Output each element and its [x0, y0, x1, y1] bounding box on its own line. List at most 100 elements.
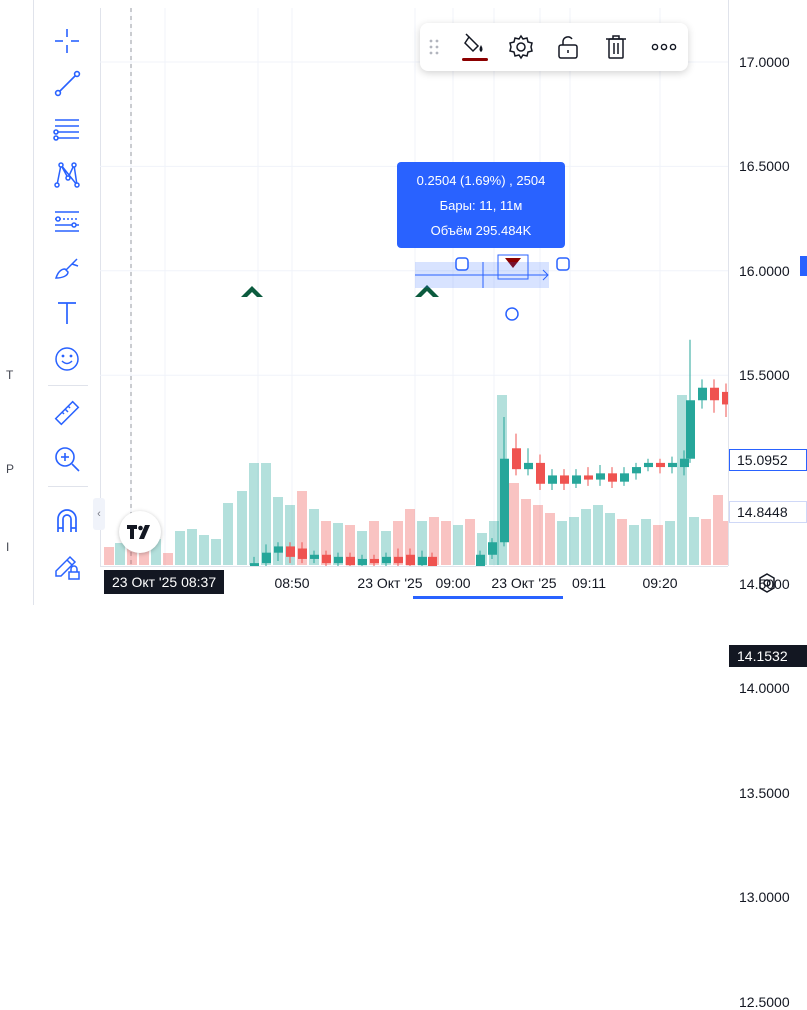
tradingview-logo[interactable]: [119, 511, 161, 553]
volume-bar: [309, 509, 319, 565]
volume-bar: [545, 513, 555, 565]
volume-bar: [677, 395, 687, 565]
chevron-left-icon: ‹: [97, 508, 101, 520]
fill-color-icon: [462, 33, 488, 61]
fill-color-button[interactable]: [458, 32, 492, 62]
text-tool-button[interactable]: [50, 296, 84, 330]
measure-bars: Бары: 11, 11м: [439, 198, 523, 213]
candle-body: [512, 448, 521, 470]
time-axis-label: 09:11: [572, 575, 606, 591]
chart-settings-button[interactable]: [756, 572, 778, 594]
settings-icon: [759, 573, 775, 593]
volume-bar: [321, 521, 331, 565]
toolbar-separator: [48, 385, 88, 386]
brush-icon: [54, 258, 79, 279]
drawing-toolbar: [34, 8, 101, 600]
xabcd-pattern-icon: [54, 162, 80, 188]
lock-object-button[interactable]: [553, 32, 583, 62]
volume-bar: [557, 521, 567, 565]
left-strip-letter: I: [6, 540, 10, 554]
time-axis-label: 23 Окт '25: [357, 575, 423, 591]
volume-bar: [369, 521, 379, 565]
volume-bar: [441, 521, 451, 565]
measure-handle-icon: [455, 257, 469, 271]
trend-line-icon: [54, 70, 81, 97]
brush-tool-button[interactable]: [50, 250, 84, 284]
measure-tool-button[interactable]: [50, 396, 84, 430]
fib-tool-button[interactable]: [50, 204, 84, 238]
volume-bar: [569, 517, 579, 565]
candle-body: [722, 391, 731, 405]
price-axis-scroll-handle[interactable]: [800, 256, 807, 276]
price-tag: 14.8448: [729, 501, 807, 523]
smiley-icon: [55, 347, 79, 371]
candle-body: [596, 473, 605, 480]
volume-bar: [509, 483, 519, 565]
price-axis-label: 14.0000: [739, 680, 790, 697]
time-axis-label: 08:50: [274, 575, 310, 591]
toolbar-collapse-button[interactable]: ‹: [93, 498, 105, 530]
drawing-settings-button[interactable]: [506, 32, 536, 62]
candle-body: [418, 556, 427, 566]
settings-gear-icon: [509, 34, 533, 60]
crosshair-tool-button[interactable]: [50, 24, 84, 58]
emoji-tool-button[interactable]: [50, 342, 84, 376]
candle-body: [334, 556, 343, 564]
chart-area[interactable]: [100, 8, 733, 1003]
volume-bar: [297, 491, 307, 565]
pattern-tool-button[interactable]: [50, 158, 84, 192]
measure-change: 0.2504 (1.69%) , 2504: [416, 173, 546, 188]
left-panel-border: [33, 0, 34, 605]
volume-bar: [417, 521, 427, 565]
volume-bar: [175, 531, 185, 565]
volume-bar: [617, 519, 627, 565]
volume-bar: [273, 497, 283, 565]
volume-bar: [223, 503, 233, 565]
trash-icon: [606, 35, 626, 59]
volume-bar: [593, 505, 603, 565]
time-axis-label: 09:20: [642, 575, 678, 591]
more-options-button[interactable]: [649, 32, 679, 62]
candle-body: [262, 552, 271, 564]
volume-bar: [381, 531, 391, 565]
candle-body: [428, 556, 437, 578]
trend-line-tool-button[interactable]: [50, 66, 84, 100]
volume-bar: [665, 521, 675, 565]
candle-body: [572, 475, 581, 484]
volume-bar: [211, 539, 221, 565]
candle-body: [644, 462, 653, 468]
floating-toolbar-drag-handle[interactable]: [424, 32, 444, 62]
price-axis-label: 12.5000: [739, 993, 790, 1010]
magnet-icon: [57, 509, 77, 532]
magnet-tool-button[interactable]: [50, 504, 84, 538]
price-axis-label: 13.0000: [739, 889, 790, 906]
time-axis-label: 09:00: [435, 575, 471, 591]
volume-bar: [261, 463, 271, 565]
price-axis[interactable]: 17.500017.000016.500016.000015.500014.50…: [728, 0, 807, 1010]
toolbar-separator: [48, 486, 88, 487]
volume-bar: [285, 505, 295, 565]
volume-bar: [237, 491, 247, 565]
candle-body: [346, 556, 355, 566]
candle-body: [322, 554, 331, 564]
volume-bar: [521, 499, 531, 565]
volume-bar: [187, 529, 197, 565]
channel-tool-button[interactable]: [50, 112, 84, 146]
measure-handle-icon: [556, 257, 570, 271]
volume-bar: [115, 543, 125, 565]
delete-object-button[interactable]: [601, 32, 631, 62]
candle-body: [560, 475, 569, 484]
candle-body: [394, 556, 403, 564]
time-axis[interactable]: 23 Окт '25 08:37 08:50 23 Окт '25 09:00 23 …: [100, 566, 728, 606]
crosshair-time-tag: 23 Окт '25 08:37: [104, 570, 225, 594]
price-chart-canvas[interactable]: [100, 8, 733, 1003]
volume-bar: [333, 523, 343, 565]
lock-drawings-button[interactable]: [50, 550, 84, 584]
volume-bar: [713, 495, 723, 565]
candle-body: [488, 542, 497, 555]
volume-bar: [641, 519, 651, 565]
fib-retracement-icon: [55, 211, 79, 232]
zoom-tool-button[interactable]: [50, 442, 84, 476]
tradingview-logo-icon: [127, 525, 150, 539]
candle-body: [500, 458, 509, 543]
